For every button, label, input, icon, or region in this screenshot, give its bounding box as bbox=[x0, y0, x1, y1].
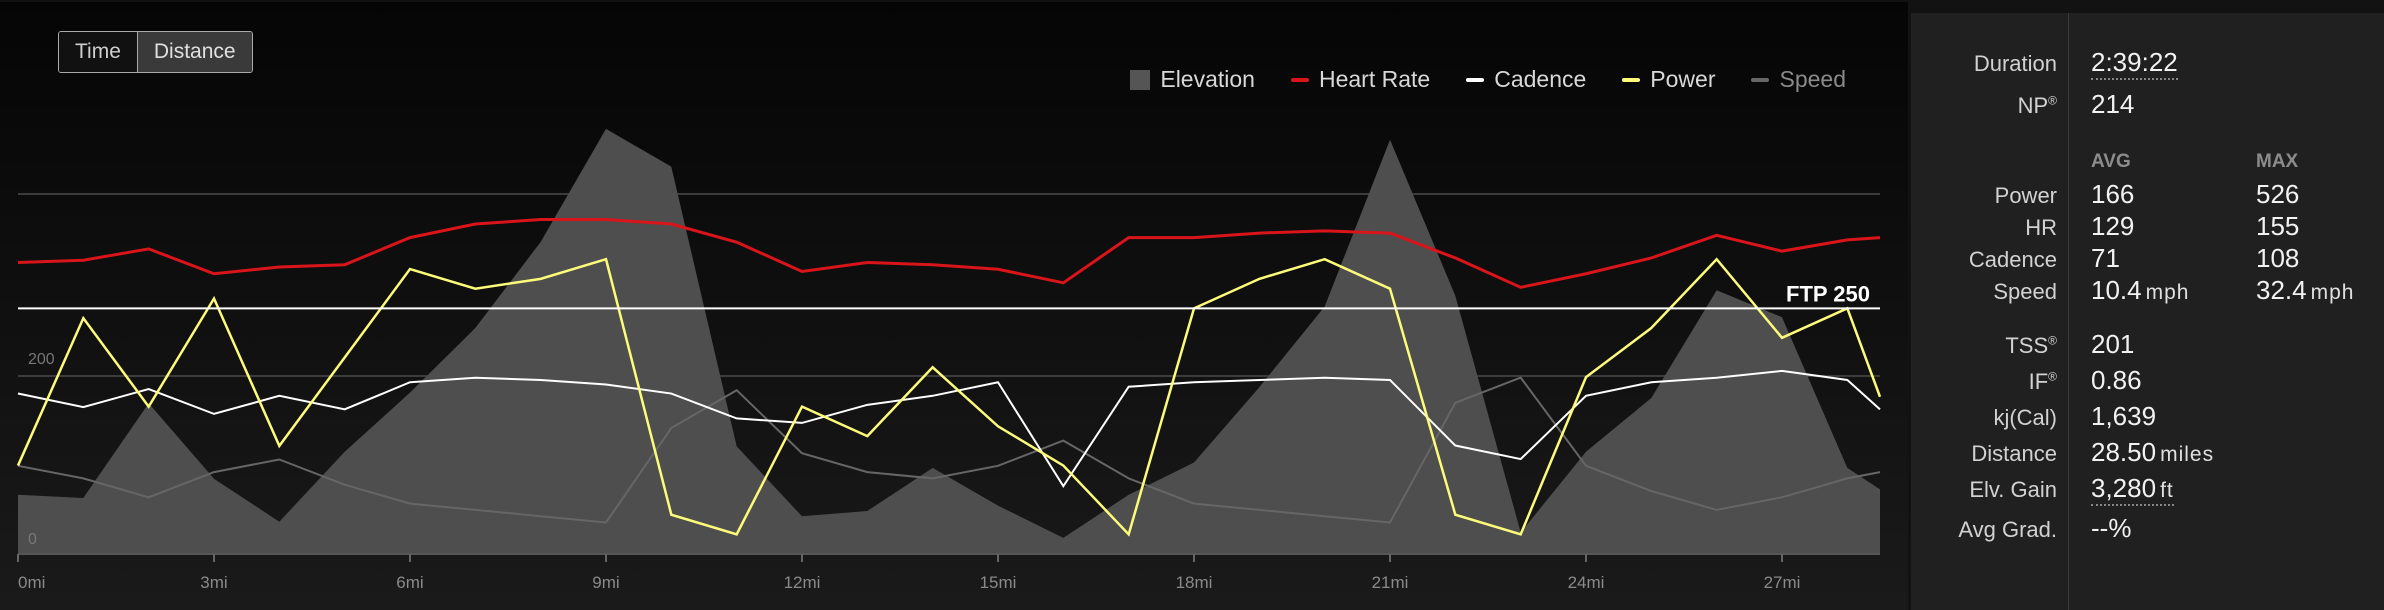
speed-row: Speed 10.4 mph 32.4 mph bbox=[1911, 275, 2384, 307]
hr-avg: 129 bbox=[2091, 211, 2135, 241]
stats-panel: Duration 2:39:22 NP® 214 AVG MAX Power 1… bbox=[1911, 13, 2384, 610]
hr-max: 155 bbox=[2256, 211, 2300, 241]
x-tick-label: 24mi bbox=[1568, 573, 1605, 592]
tss-label: TSS® bbox=[2005, 333, 2057, 358]
elv-gain-label: Elv. Gain bbox=[1969, 477, 2057, 502]
cadence-avg: 71 bbox=[2091, 243, 2120, 273]
ftp-label: FTP 250 bbox=[1786, 281, 1870, 306]
np-value: 214 bbox=[2091, 89, 2135, 119]
cadence-line bbox=[17, 369, 1881, 489]
speed-line bbox=[17, 376, 1881, 524]
kj-row: kj(Cal) 1,639 bbox=[1911, 401, 2384, 433]
duration-value[interactable]: 2:39:22 bbox=[2091, 47, 2178, 80]
chart-legend: Elevation Heart Rate Cadence Power Speed bbox=[1130, 66, 1846, 93]
legend-label-heart-rate: Heart Rate bbox=[1318, 66, 1431, 92]
legend-label-power: Power bbox=[1650, 66, 1716, 92]
legend-item-elevation[interactable]: Elevation bbox=[1130, 66, 1255, 93]
speed-swatch bbox=[1751, 77, 1770, 82]
cadence-max: 108 bbox=[2256, 243, 2300, 273]
power-row: Power 166 526 bbox=[1911, 179, 2384, 211]
cadence-row: Cadence 71 108 bbox=[1911, 243, 2384, 275]
x-tick-label: 6mi bbox=[396, 573, 423, 592]
np-row: NP® 214 bbox=[1911, 89, 2384, 121]
if-label: IF® bbox=[2028, 369, 2057, 394]
x-tick-label: 12mi bbox=[784, 573, 821, 592]
distance-value: 28.50 miles bbox=[2091, 437, 2215, 467]
x-tick-label: 21mi bbox=[1372, 573, 1409, 592]
duration-row: Duration 2:39:22 bbox=[1911, 47, 2384, 80]
heart-rate-line bbox=[17, 218, 1881, 289]
hr-row: HR 129 155 bbox=[1911, 211, 2384, 243]
hr-label: HR bbox=[2025, 215, 2057, 240]
heart-rate-swatch bbox=[1290, 77, 1309, 82]
y-tick-200: 200 bbox=[28, 351, 55, 368]
cadence-label: Cadence bbox=[1968, 247, 2057, 272]
avg-grad-label: Avg Grad. bbox=[1958, 517, 2057, 542]
y-tick-0: 0 bbox=[28, 531, 37, 548]
elv-gain-value[interactable]: 3,280 ft bbox=[2091, 473, 2174, 506]
x-axis-toggle: Time Distance bbox=[58, 31, 253, 73]
np-label: NP® bbox=[2017, 93, 2057, 118]
speed-label: Speed bbox=[1993, 279, 2057, 304]
power-swatch bbox=[1622, 77, 1641, 82]
cadence-swatch bbox=[1466, 77, 1485, 82]
legend-item-cadence[interactable]: Cadence bbox=[1466, 66, 1586, 93]
avg-grad-row: Avg Grad. --% bbox=[1911, 513, 2384, 545]
distance-toggle-button[interactable]: Distance bbox=[136, 32, 252, 72]
stats-divider bbox=[2068, 13, 2069, 610]
elevation-area bbox=[18, 128, 1880, 554]
distance-label: Distance bbox=[1971, 441, 2057, 466]
duration-label: Duration bbox=[1973, 51, 2057, 76]
elevation-swatch bbox=[1130, 69, 1151, 90]
chart-panel: FTP 250 0 200 0mi 3mi 6mi 9mi 12mi 15mi 18mi 21mi 2… bbox=[0, 2, 1908, 610]
kj-value: 1,639 bbox=[2091, 401, 2157, 431]
legend-label-cadence: Cadence bbox=[1494, 66, 1587, 92]
elv-gain-row: Elv. Gain 3,280 ft bbox=[1911, 473, 2384, 506]
x-tick-label: 15mi bbox=[980, 573, 1017, 592]
power-label: Power bbox=[1994, 183, 2057, 208]
speed-max: 32.4 mph bbox=[2256, 275, 2355, 305]
legend-item-power[interactable]: Power bbox=[1622, 66, 1715, 93]
avg-grad-value: --% bbox=[2091, 513, 2132, 543]
speed-avg: 10.4 mph bbox=[2091, 275, 2190, 305]
avg-header: AVG bbox=[2091, 151, 2131, 172]
max-header: MAX bbox=[2256, 151, 2299, 172]
kj-label: kj(Cal) bbox=[1993, 405, 2057, 430]
x-tick-label: 18mi bbox=[1176, 573, 1213, 592]
x-tick-label: 27mi bbox=[1764, 573, 1801, 592]
power-line bbox=[16, 257, 1882, 537]
if-value: 0.86 bbox=[2091, 365, 2142, 395]
distance-row: Distance 28.50 miles bbox=[1911, 437, 2384, 469]
legend-label-speed: Speed bbox=[1779, 66, 1846, 92]
legend-item-heart-rate[interactable]: Heart Rate bbox=[1290, 66, 1431, 93]
time-toggle-button[interactable]: Time bbox=[59, 32, 137, 72]
legend-item-speed[interactable]: Speed bbox=[1751, 66, 1846, 93]
tss-row: TSS® 201 bbox=[1911, 329, 2384, 361]
x-tick-label: 3mi bbox=[200, 573, 227, 592]
power-avg: 166 bbox=[2091, 179, 2135, 209]
x-tick-label: 0mi bbox=[18, 573, 45, 592]
legend-label-elevation: Elevation bbox=[1160, 66, 1255, 92]
ride-chart: FTP 250 0 200 0mi 3mi 6mi 9mi 12mi 15mi 18mi 21mi 2… bbox=[16, 128, 1882, 592]
power-max: 526 bbox=[2256, 179, 2300, 209]
tss-value: 201 bbox=[2091, 329, 2135, 359]
if-row: IF® 0.86 bbox=[1911, 365, 2384, 397]
x-tick-label: 9mi bbox=[592, 573, 619, 592]
